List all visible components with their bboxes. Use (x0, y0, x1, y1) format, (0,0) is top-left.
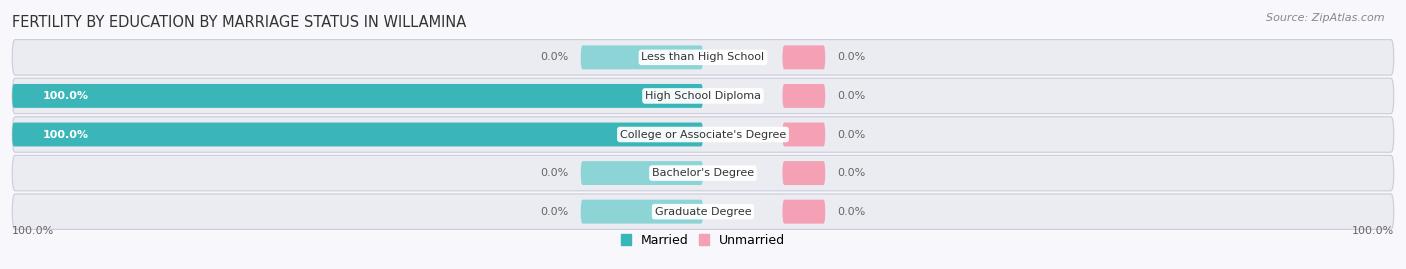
Text: 100.0%: 100.0% (42, 129, 89, 140)
FancyBboxPatch shape (783, 161, 825, 185)
Text: 100.0%: 100.0% (1351, 226, 1393, 236)
FancyBboxPatch shape (783, 84, 825, 108)
Text: 0.0%: 0.0% (540, 168, 568, 178)
Text: 0.0%: 0.0% (838, 91, 866, 101)
FancyBboxPatch shape (13, 84, 703, 108)
Text: 0.0%: 0.0% (838, 168, 866, 178)
FancyBboxPatch shape (783, 200, 825, 224)
Text: Graduate Degree: Graduate Degree (655, 207, 751, 217)
Text: Less than High School: Less than High School (641, 52, 765, 62)
FancyBboxPatch shape (783, 45, 825, 69)
FancyBboxPatch shape (581, 200, 703, 224)
Text: FERTILITY BY EDUCATION BY MARRIAGE STATUS IN WILLAMINA: FERTILITY BY EDUCATION BY MARRIAGE STATU… (13, 15, 467, 30)
Text: 0.0%: 0.0% (838, 129, 866, 140)
Text: 0.0%: 0.0% (540, 52, 568, 62)
FancyBboxPatch shape (13, 117, 1393, 152)
FancyBboxPatch shape (13, 123, 703, 146)
Text: 0.0%: 0.0% (838, 207, 866, 217)
Text: Source: ZipAtlas.com: Source: ZipAtlas.com (1267, 13, 1385, 23)
FancyBboxPatch shape (13, 155, 1393, 191)
FancyBboxPatch shape (581, 45, 703, 69)
Text: High School Diploma: High School Diploma (645, 91, 761, 101)
Text: Bachelor's Degree: Bachelor's Degree (652, 168, 754, 178)
Text: 100.0%: 100.0% (13, 226, 55, 236)
FancyBboxPatch shape (581, 161, 703, 185)
Text: 0.0%: 0.0% (838, 52, 866, 62)
Legend: Married, Unmarried: Married, Unmarried (621, 234, 785, 247)
FancyBboxPatch shape (783, 123, 825, 146)
FancyBboxPatch shape (13, 40, 1393, 75)
FancyBboxPatch shape (13, 78, 1393, 114)
Text: College or Associate's Degree: College or Associate's Degree (620, 129, 786, 140)
Text: 100.0%: 100.0% (42, 91, 89, 101)
Text: 0.0%: 0.0% (540, 207, 568, 217)
FancyBboxPatch shape (13, 194, 1393, 229)
